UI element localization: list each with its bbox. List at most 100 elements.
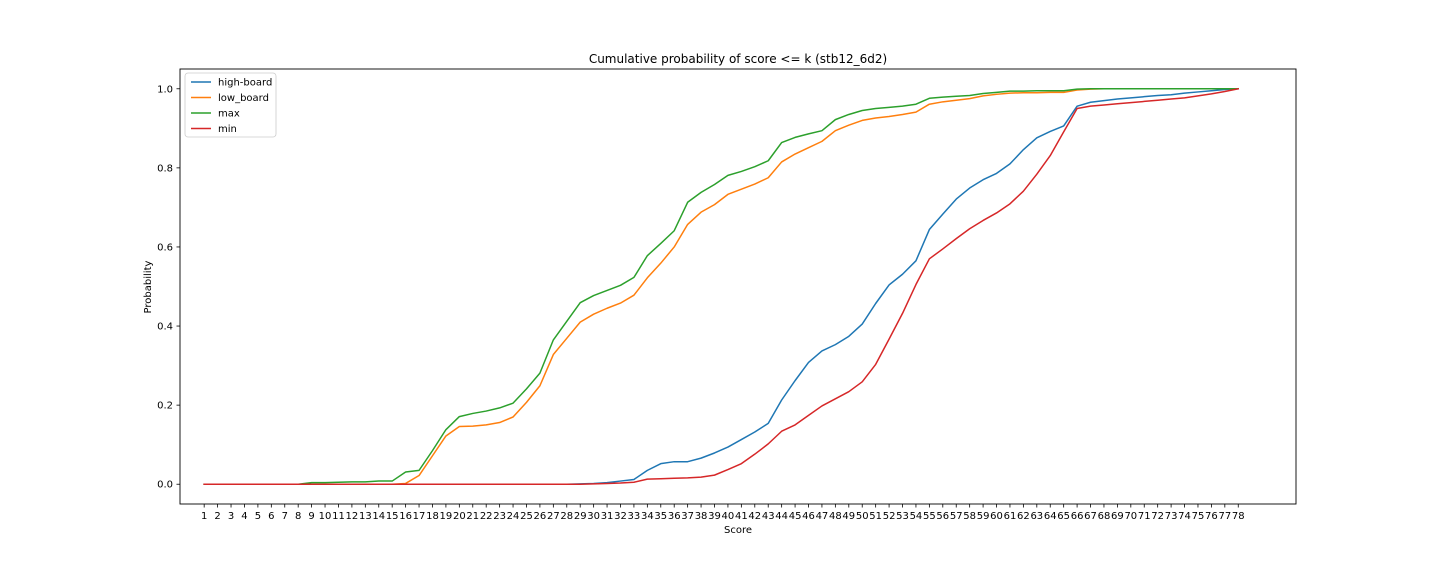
- x-tick-label: 17: [413, 511, 426, 522]
- x-tick-label: 13: [359, 511, 372, 522]
- x-tick-label: 8: [295, 511, 301, 522]
- x-axis-label: Score: [724, 525, 752, 536]
- y-tick-label: 0.4: [157, 322, 173, 333]
- y-tick-label: 0.6: [157, 242, 173, 253]
- x-tick-label: 60: [990, 511, 1003, 522]
- chart-title: Cumulative probability of score <= k (st…: [589, 52, 887, 66]
- x-tick-label: 1: [201, 511, 207, 522]
- x-tick-label: 52: [883, 511, 896, 522]
- y-tick-label: 0.0: [157, 480, 173, 491]
- x-tick-label: 7: [282, 511, 288, 522]
- x-tick-label: 16: [399, 511, 412, 522]
- x-tick-label: 27: [547, 511, 560, 522]
- legend-label: high-board: [218, 78, 272, 89]
- x-tick-label: 70: [1124, 511, 1137, 522]
- x-tick-label: 48: [829, 511, 842, 522]
- y-tick-label: 1.0: [157, 84, 173, 95]
- x-tick-label: 11: [332, 511, 345, 522]
- x-tick-label: 54: [910, 511, 923, 522]
- x-tick-label: 75: [1192, 511, 1205, 522]
- series-line-min: [203, 87, 1240, 485]
- x-tick-label: 49: [842, 511, 855, 522]
- x-tick-label: 74: [1178, 511, 1191, 522]
- x-tick-label: 45: [789, 511, 802, 522]
- x-tick-label: 61: [1004, 511, 1017, 522]
- x-tick-label: 20: [453, 511, 466, 522]
- y-axis-ticks: 0.0 0.2 0.4 0.6 0.8 1.0: [157, 84, 180, 491]
- x-tick-label: 67: [1084, 511, 1097, 522]
- x-tick-label: 29: [574, 511, 587, 522]
- x-tick-label: 3: [228, 511, 234, 522]
- x-tick-label: 64: [1044, 511, 1057, 522]
- x-tick-label: 77: [1218, 511, 1231, 522]
- legend-label: max: [218, 109, 240, 120]
- plot-lines: [203, 87, 1240, 485]
- y-axis-label: Probability: [143, 260, 154, 313]
- x-tick-label: 28: [560, 511, 573, 522]
- x-tick-label: 23: [493, 511, 506, 522]
- plot-frame: [179, 68, 1297, 505]
- series-line-max: [203, 88, 1239, 485]
- x-tick-label: 73: [1165, 511, 1178, 522]
- x-tick-label: 44: [775, 511, 788, 522]
- x-tick-label: 53: [896, 511, 909, 522]
- x-tick-label: 12: [346, 511, 359, 522]
- x-tick-label: 2: [214, 511, 220, 522]
- x-tick-label: 4: [241, 511, 247, 522]
- x-tick-label: 65: [1057, 511, 1070, 522]
- x-tick-label: 62: [1017, 511, 1030, 522]
- x-tick-label: 15: [386, 511, 399, 522]
- x-tick-label: 51: [869, 511, 882, 522]
- x-tick-label: 66: [1071, 511, 1084, 522]
- x-tick-label: 63: [1030, 511, 1043, 522]
- x-axis-ticks: 1 2 3 4 5 6 7 8 9 10 11 12 13 14 15 16 17 18 19 20 21 22 23 24 2…: [201, 504, 1245, 522]
- x-tick-label: 72: [1151, 511, 1164, 522]
- x-tick-label: 57: [950, 511, 963, 522]
- x-tick-label: 31: [601, 511, 614, 522]
- x-tick-label: 18: [426, 511, 439, 522]
- legend-label: low_board: [218, 93, 269, 104]
- x-tick-label: 43: [762, 511, 775, 522]
- x-tick-label: 39: [708, 511, 721, 522]
- x-tick-label: 32: [614, 511, 627, 522]
- x-tick-label: 22: [480, 511, 493, 522]
- x-tick-label: 76: [1205, 511, 1218, 522]
- x-tick-label: 14: [372, 511, 385, 522]
- y-tick-label: 0.8: [157, 163, 173, 174]
- x-tick-label: 41: [735, 511, 748, 522]
- x-tick-label: 38: [695, 511, 708, 522]
- x-tick-label: 68: [1098, 511, 1111, 522]
- x-tick-label: 5: [255, 511, 261, 522]
- x-tick-label: 36: [668, 511, 681, 522]
- x-tick-label: 59: [977, 511, 990, 522]
- x-tick-label: 35: [654, 511, 667, 522]
- x-tick-label: 50: [856, 511, 869, 522]
- x-tick-label: 19: [440, 511, 453, 522]
- x-tick-label: 30: [587, 511, 600, 522]
- x-tick-label: 9: [308, 511, 314, 522]
- x-tick-label: 58: [963, 511, 976, 522]
- x-tick-label: 78: [1232, 511, 1245, 522]
- y-tick-label: 0.2: [157, 401, 173, 412]
- x-tick-label: 10: [319, 511, 332, 522]
- x-tick-label: 21: [466, 511, 479, 522]
- legend-label: min: [218, 124, 237, 135]
- x-tick-label: 55: [923, 511, 936, 522]
- x-tick-label: 69: [1111, 511, 1124, 522]
- x-tick-label: 26: [534, 511, 547, 522]
- x-tick-label: 46: [802, 511, 815, 522]
- x-tick-label: 24: [507, 511, 520, 522]
- x-tick-label: 42: [748, 511, 761, 522]
- x-tick-label: 25: [520, 511, 533, 522]
- legend-box: [184, 72, 277, 138]
- x-tick-label: 47: [816, 511, 829, 522]
- x-tick-label: 56: [936, 511, 949, 522]
- x-tick-label: 40: [722, 511, 735, 522]
- x-tick-label: 33: [628, 511, 641, 522]
- x-tick-label: 71: [1138, 511, 1151, 522]
- x-tick-label: 37: [681, 511, 694, 522]
- x-tick-label: 34: [641, 511, 654, 522]
